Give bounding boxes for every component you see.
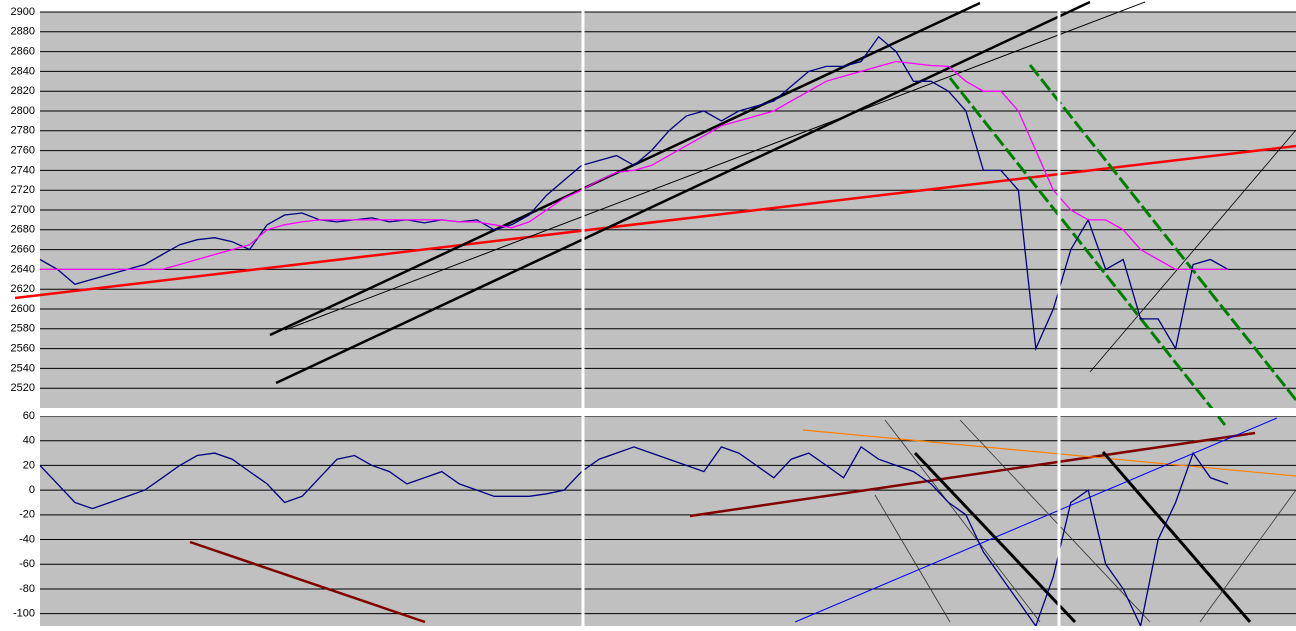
y-tick-label: 2580 bbox=[11, 323, 35, 335]
y-tick-label: 2520 bbox=[11, 382, 35, 394]
y-tick-label: 60 bbox=[23, 410, 35, 422]
trend-line bbox=[14, 144, 1296, 300]
trend-line bbox=[1101, 451, 1252, 623]
trend-line bbox=[948, 77, 1227, 426]
trend-line bbox=[884, 419, 1041, 623]
y-tick-label: 20 bbox=[23, 459, 35, 471]
trend-line bbox=[802, 429, 1296, 477]
y-tick-label: 2860 bbox=[11, 46, 35, 58]
trend-line bbox=[959, 419, 1151, 623]
y-tick-label: -80 bbox=[19, 583, 35, 595]
data-line bbox=[39, 445, 1229, 629]
y-tick-label: 2560 bbox=[11, 343, 35, 355]
trend-line bbox=[794, 417, 1278, 623]
plot-area-bottom bbox=[40, 416, 1296, 626]
y-tick-label: 2840 bbox=[11, 65, 35, 77]
y-tick-label: 2540 bbox=[11, 362, 35, 374]
y-tick-label: 2600 bbox=[11, 303, 35, 315]
trend-line bbox=[913, 451, 1077, 624]
y-tick-label: -60 bbox=[19, 558, 35, 570]
trend-line bbox=[1089, 129, 1296, 373]
y-tick-label: 2700 bbox=[11, 204, 35, 216]
trend-line bbox=[275, 0, 1091, 385]
y-tick-label: 2820 bbox=[11, 85, 35, 97]
y-tick-label: 0 bbox=[29, 484, 35, 496]
y-tick-label: -40 bbox=[19, 533, 35, 545]
y-tick-label: 2780 bbox=[11, 125, 35, 137]
data-line bbox=[40, 60, 1228, 271]
y-tick-label: 2900 bbox=[11, 6, 35, 18]
y-tick-label: -100 bbox=[13, 608, 35, 620]
trend-line bbox=[189, 540, 426, 624]
y-tick-label: 40 bbox=[23, 435, 35, 447]
y-tick-label: 2620 bbox=[11, 283, 35, 295]
y-tick-label: 2680 bbox=[11, 224, 35, 236]
trend-line bbox=[1199, 489, 1296, 623]
y-tick-label: 2640 bbox=[11, 263, 35, 275]
chart-gap bbox=[0, 408, 1296, 416]
trend-lines bbox=[14, 0, 1296, 624]
y-tick-label: -20 bbox=[19, 509, 35, 521]
trend-line bbox=[284, 1, 1146, 331]
trend-line bbox=[269, 1, 981, 337]
y-tick-label: 2800 bbox=[11, 105, 35, 117]
y-tick-label: 2880 bbox=[11, 26, 35, 38]
data-line bbox=[39, 35, 1229, 352]
y-tick-label: 2660 bbox=[11, 244, 35, 256]
y-tick-label: 2740 bbox=[11, 164, 35, 176]
y-tick-label: 2760 bbox=[11, 145, 35, 157]
trend-line bbox=[874, 494, 951, 623]
y-tick-label: 2720 bbox=[11, 184, 35, 196]
trend-line bbox=[689, 431, 1256, 518]
